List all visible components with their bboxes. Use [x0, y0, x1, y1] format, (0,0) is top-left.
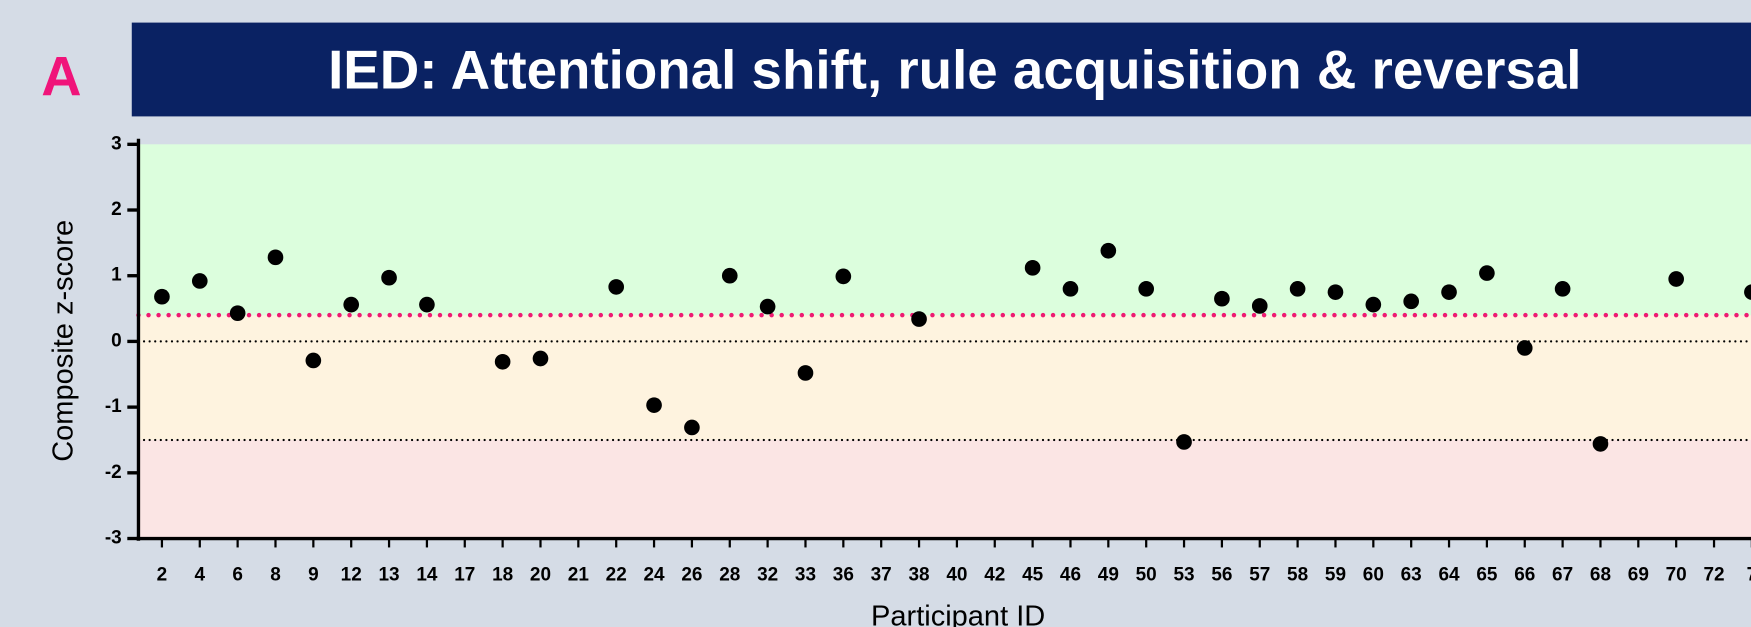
data-point	[154, 288, 170, 305]
x-tick-label: 2	[157, 564, 168, 585]
y-tick-label: 3	[111, 133, 122, 154]
title-banner	[131, 22, 1751, 117]
data-point	[684, 419, 700, 436]
x-tick-label: 33	[795, 564, 816, 585]
chart-title: IED: Attentional shift, rule acquisition…	[328, 38, 1581, 100]
x-tick-label: 57	[1249, 564, 1270, 585]
data-point	[1138, 281, 1155, 297]
x-axis-label: Participant ID	[871, 600, 1045, 627]
x-tick-label: 50	[1136, 564, 1157, 585]
data-point	[1403, 293, 1420, 310]
x-tick-label: 70	[1666, 564, 1687, 585]
x-tick-label: 36	[833, 564, 854, 585]
x-tick-label: 59	[1325, 564, 1346, 585]
x-tick-label: 20	[530, 564, 551, 585]
data-point	[532, 350, 549, 367]
data-point	[1365, 296, 1382, 313]
data-point	[1327, 284, 1344, 300]
data-point	[1441, 284, 1457, 300]
x-tick-label: 13	[379, 564, 400, 585]
data-point	[1592, 436, 1609, 452]
band	[138, 315, 1751, 440]
x-tick-label: 69	[1628, 564, 1649, 585]
x-tick-label: 40	[946, 564, 967, 585]
x-tick-label: 49	[1098, 564, 1119, 585]
data-point	[1516, 340, 1533, 356]
x-tick-label: 4	[194, 564, 205, 585]
data-point	[1100, 242, 1117, 259]
x-tick-label: 42	[984, 564, 1005, 585]
data-point	[1024, 260, 1041, 276]
x-tick-label: 28	[719, 564, 740, 585]
x-tick-label: 67	[1552, 564, 1573, 585]
x-tick-label: 9	[308, 564, 319, 585]
data-point	[608, 279, 625, 295]
data-point	[1554, 281, 1571, 297]
y-tick-label: -1	[105, 396, 122, 417]
x-tick-label: 18	[492, 564, 513, 585]
data-point	[381, 269, 397, 286]
data-point	[646, 397, 662, 413]
data-point	[1251, 298, 1268, 314]
data-point	[1176, 434, 1192, 450]
data-point	[1062, 281, 1079, 297]
x-tick-label: 17	[454, 564, 475, 585]
x-tick-label: 63	[1401, 564, 1422, 585]
y-tick-label: 1	[111, 265, 122, 286]
data-point	[267, 249, 284, 266]
x-tick-label: 8	[270, 564, 281, 585]
data-point	[1668, 271, 1684, 287]
x-tick-label: 53	[1173, 564, 1194, 585]
x-tick-label: 24	[644, 564, 666, 585]
data-point	[1479, 265, 1495, 281]
data-point	[191, 273, 208, 289]
x-tick-label: 68	[1590, 564, 1611, 585]
x-tick-label: 46	[1060, 564, 1081, 585]
data-point	[1289, 281, 1306, 297]
data-point	[1214, 290, 1230, 307]
y-tick-label: -2	[105, 462, 122, 483]
y-tick-label: -3	[105, 528, 122, 549]
data-point	[835, 268, 852, 285]
x-tick-label: 60	[1363, 564, 1384, 585]
y-tick-label: 2	[111, 199, 122, 220]
x-tick-label: 45	[1022, 564, 1044, 585]
panel-label: A	[41, 44, 81, 107]
x-tick-label: 58	[1287, 564, 1308, 585]
x-tick-label: 37	[871, 564, 892, 585]
x-tick-label: 32	[757, 564, 778, 585]
y-axis-label: Composite z-score	[47, 220, 79, 462]
x-tick-label: 12	[341, 564, 362, 585]
data-point	[343, 296, 360, 313]
data-point	[797, 365, 814, 381]
x-tick-label: 21	[568, 564, 590, 585]
x-tick-label: 6	[232, 564, 243, 585]
data-point	[721, 267, 738, 284]
x-tick-label: 72	[1703, 564, 1724, 585]
data-point	[305, 352, 322, 369]
x-tick-label: 14	[416, 564, 438, 585]
x-tick-label: 22	[606, 564, 627, 585]
x-tick-label: 64	[1438, 564, 1460, 585]
data-point	[229, 305, 246, 321]
y-tick-label: 0	[111, 330, 122, 351]
x-tick-label: 65	[1476, 564, 1498, 585]
data-point	[1744, 284, 1751, 300]
data-point	[911, 311, 927, 327]
data-point	[419, 296, 435, 313]
band	[138, 439, 1751, 539]
band	[138, 144, 1751, 316]
data-point	[759, 298, 776, 315]
x-tick-label: 7	[1747, 564, 1751, 585]
data-point	[494, 353, 511, 370]
x-tick-label: 38	[908, 564, 929, 585]
x-tick-label: 26	[681, 564, 702, 585]
x-tick-label: 56	[1211, 564, 1232, 585]
x-tick-label: 66	[1514, 564, 1535, 585]
